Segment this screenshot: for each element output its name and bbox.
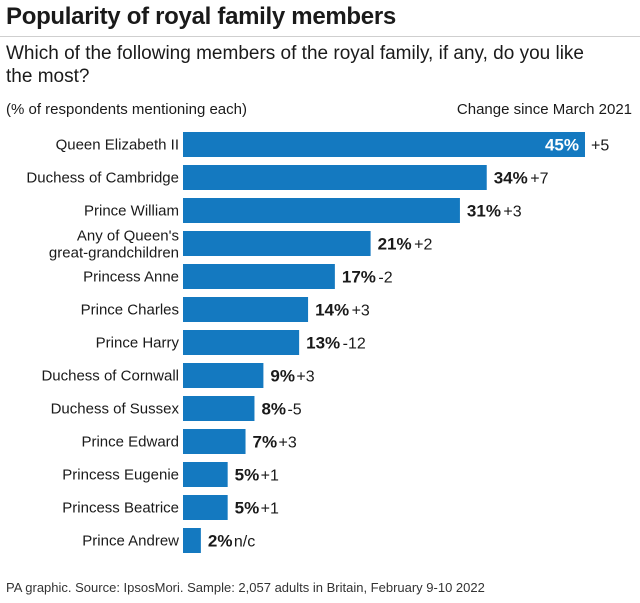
bar <box>183 528 201 553</box>
category-label: Prince William <box>84 203 179 220</box>
value-label: 17% <box>342 268 376 287</box>
change-label: -2 <box>378 270 392 287</box>
bar <box>183 264 335 289</box>
value-label: 13% <box>306 334 340 353</box>
bar <box>183 495 228 520</box>
change-label: +1 <box>261 468 279 485</box>
value-label: 45% <box>545 136 579 155</box>
value-label: 2% <box>208 532 233 551</box>
chart-subtitle: Which of the following members of the ro… <box>6 43 584 87</box>
category-label: Princess Anne <box>83 269 179 286</box>
bar <box>183 165 487 190</box>
category-label: Prince Charles <box>81 302 179 319</box>
bar <box>183 429 246 454</box>
change-label: +1 <box>261 501 279 518</box>
change-label: +2 <box>414 237 432 254</box>
bar <box>183 231 371 256</box>
change-label: +3 <box>352 303 370 320</box>
category-label: Any of Queen's great-grandchildren <box>49 228 179 262</box>
change-header: Change since March 2021 <box>456 101 632 118</box>
bar <box>183 297 309 322</box>
category-label: Prince Harry <box>96 335 180 352</box>
value-label: 5% <box>235 466 260 485</box>
value-label: 21% <box>378 235 412 254</box>
change-label: -12 <box>343 336 366 353</box>
chart-title: Popularity of royal family members <box>6 3 396 30</box>
value-label: 7% <box>253 433 278 452</box>
change-label: +3 <box>296 369 314 386</box>
change-label: n/c <box>234 534 255 551</box>
change-label: +5 <box>591 138 609 155</box>
category-label: Princess Beatrice <box>62 500 179 517</box>
bar <box>183 132 585 157</box>
change-label: +3 <box>279 435 297 452</box>
category-label: Duchess of Sussex <box>51 401 180 418</box>
unit-note: (% of respondents mentioning each) <box>6 101 247 118</box>
value-label: 8% <box>261 400 286 419</box>
category-label: Prince Andrew <box>82 533 179 550</box>
category-label: Duchess of Cornwall <box>41 368 179 385</box>
bar <box>183 363 264 388</box>
bar <box>183 462 228 487</box>
change-label: -5 <box>287 402 301 419</box>
category-label: Queen Elizabeth II <box>56 137 179 154</box>
category-label: Duchess of Cambridge <box>26 170 179 187</box>
value-label: 5% <box>235 499 260 518</box>
bar <box>183 396 255 421</box>
value-label: 31% <box>467 202 501 221</box>
source-footer: PA graphic. Source: IpsosMori. Sample: 2… <box>6 580 485 595</box>
value-label: 34% <box>494 169 528 188</box>
category-label: Princess Eugenie <box>62 467 179 484</box>
bar-chart: Queen Elizabeth II 45% +5 Duchess of Cambri… <box>26 132 609 553</box>
change-label: +7 <box>530 171 548 188</box>
bar <box>183 330 300 355</box>
value-label: 14% <box>315 301 349 320</box>
value-label: 9% <box>270 367 295 386</box>
category-label: Prince Edward <box>81 434 179 451</box>
title-divider <box>0 36 640 37</box>
change-label: +3 <box>503 204 521 221</box>
bar <box>183 198 460 223</box>
